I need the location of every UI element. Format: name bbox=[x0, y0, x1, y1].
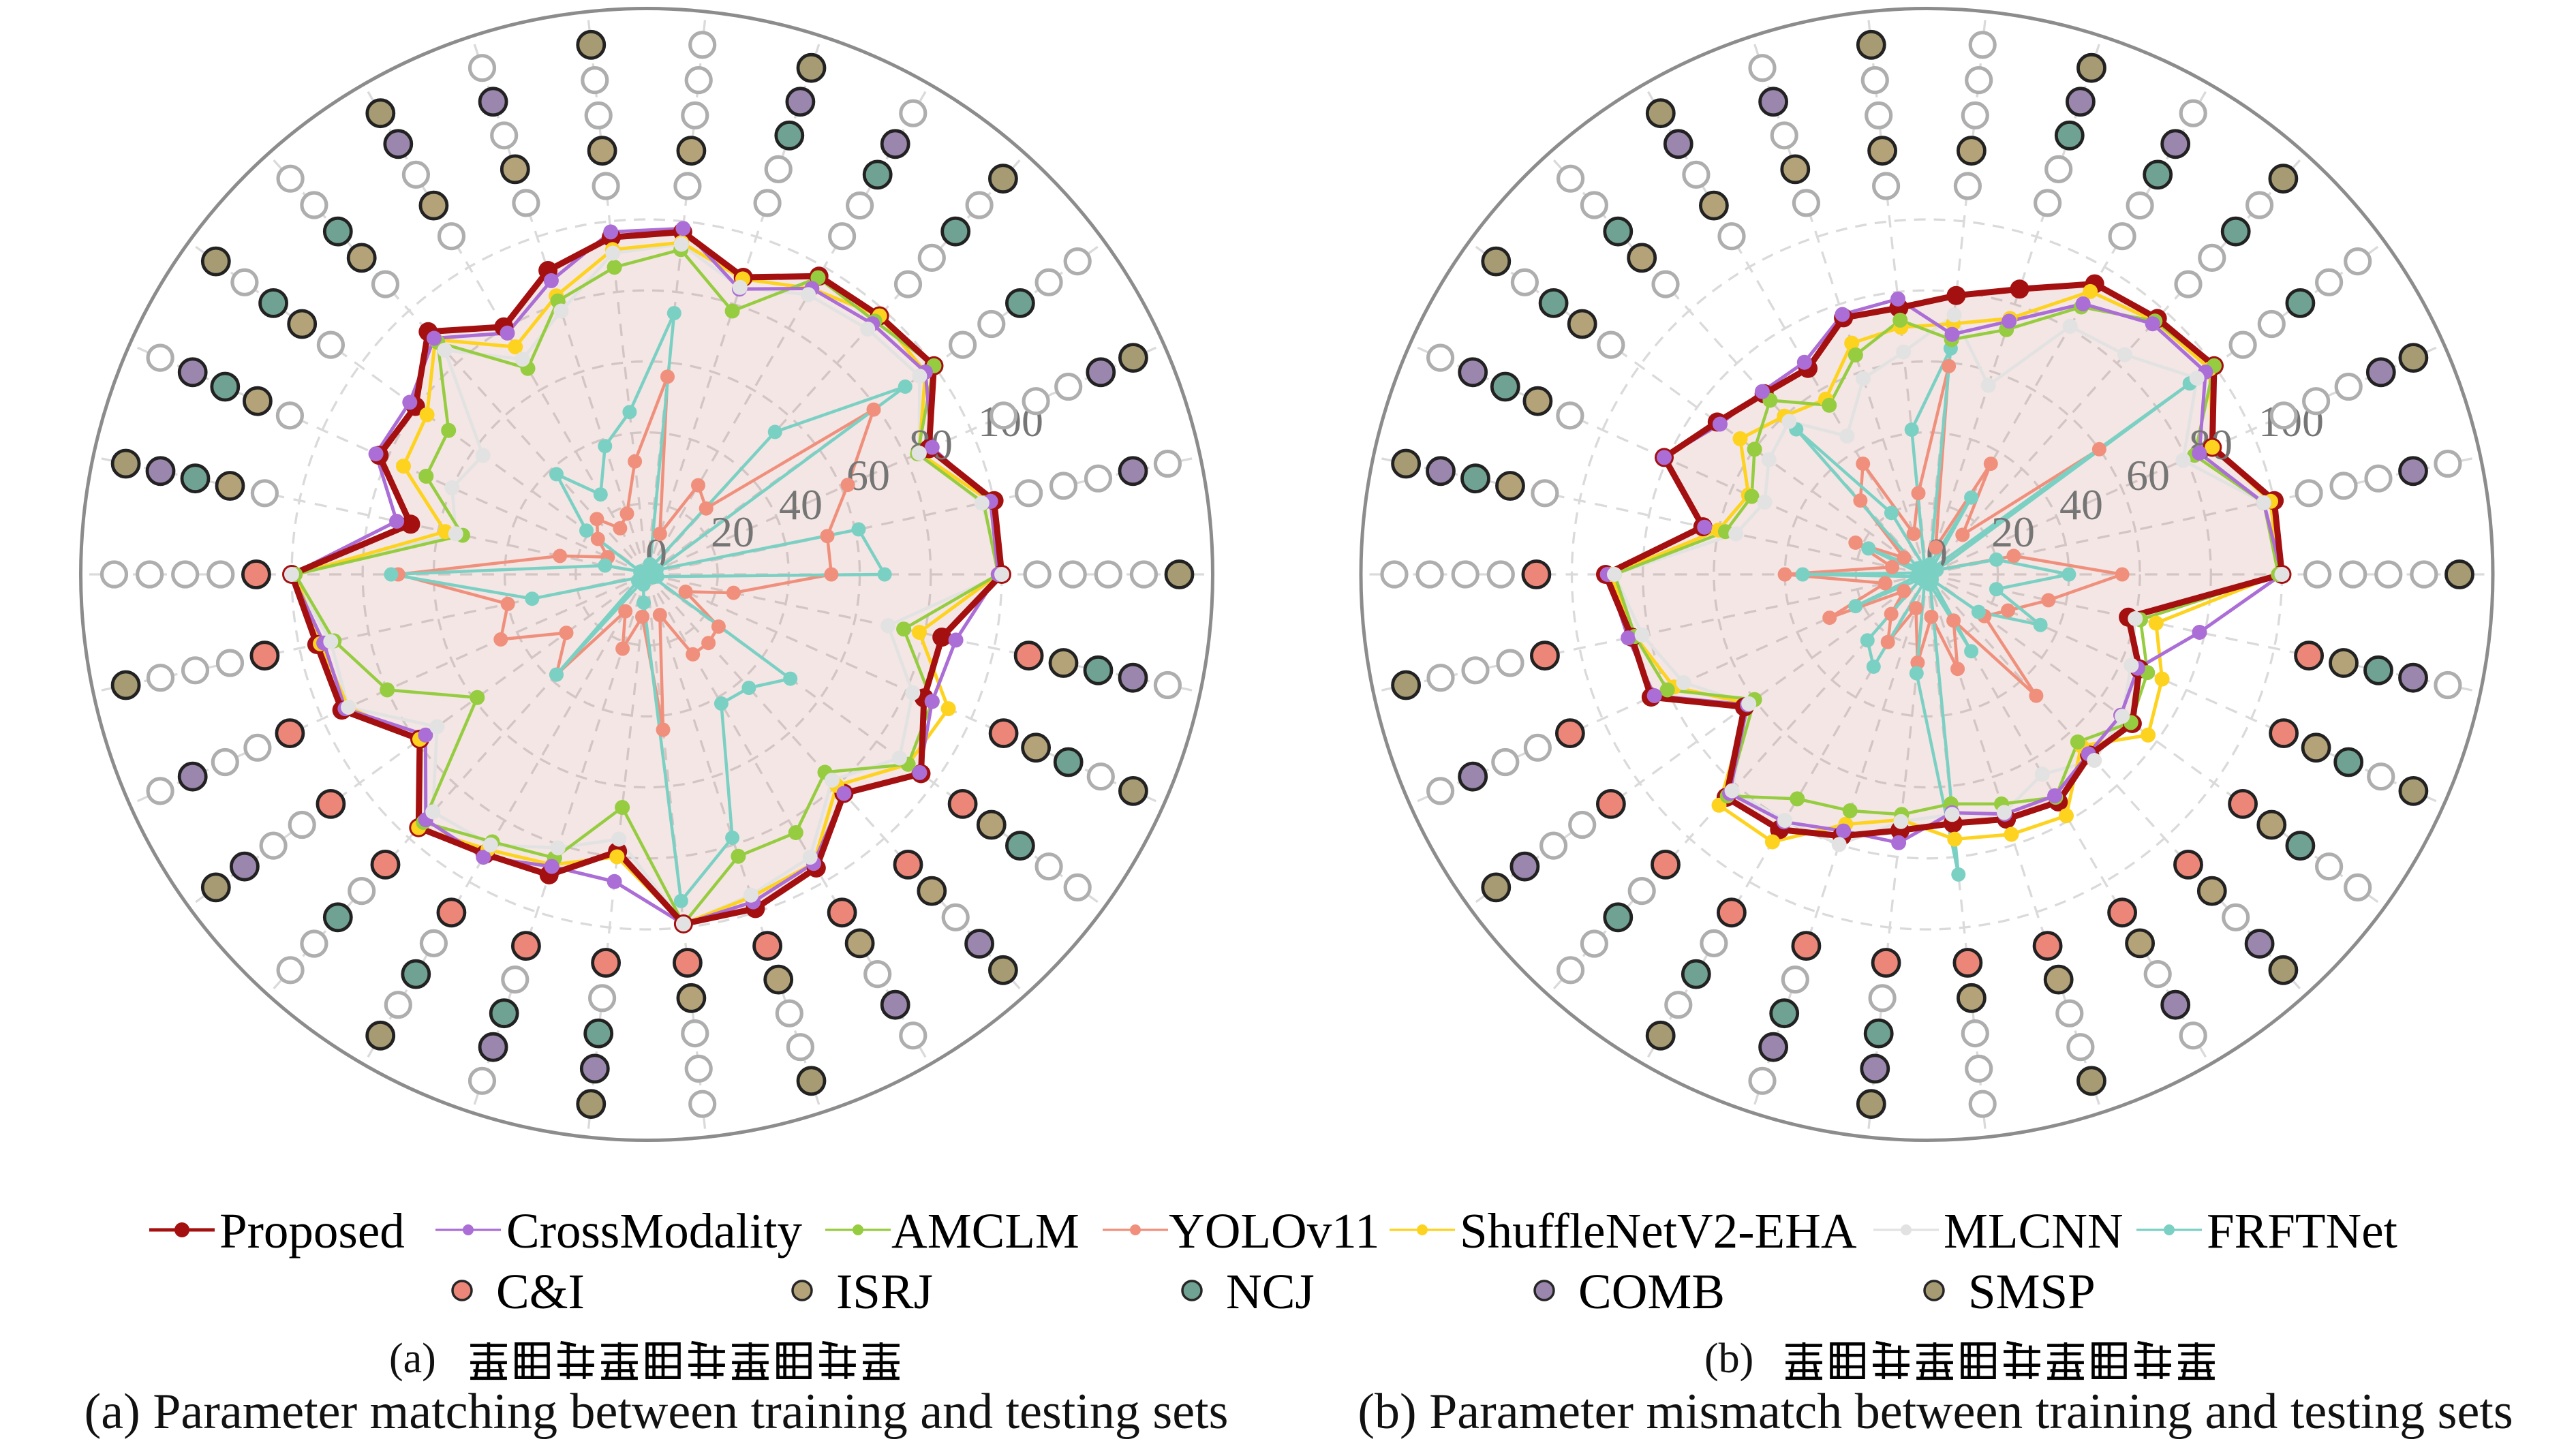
svg-text:(b): (b) bbox=[1704, 1335, 1753, 1382]
svg-text:FRFTNet: FRFTNet bbox=[2207, 1203, 2397, 1258]
svg-text:(a): (a) bbox=[389, 1335, 436, 1382]
svg-text:AMCLM: AMCLM bbox=[891, 1203, 1079, 1258]
svg-text:C&I: C&I bbox=[496, 1264, 585, 1319]
svg-text:SMSP: SMSP bbox=[1968, 1264, 2096, 1319]
svg-text:MLCNN: MLCNN bbox=[1944, 1203, 2123, 1258]
svg-text:ISRJ: ISRJ bbox=[836, 1264, 933, 1319]
svg-text:60: 60 bbox=[2126, 451, 2170, 499]
svg-text:NCJ: NCJ bbox=[1226, 1264, 1315, 1319]
svg-text:20: 20 bbox=[711, 508, 754, 556]
svg-text:(a) Parameter matching between: (a) Parameter matching between training … bbox=[85, 1384, 1229, 1440]
svg-text:Proposed: Proposed bbox=[219, 1203, 405, 1258]
svg-text:40: 40 bbox=[779, 480, 823, 529]
svg-text:ShuffleNetV2-EHA: ShuffleNetV2-EHA bbox=[1460, 1203, 1857, 1258]
svg-text:YOLOv11: YOLOv11 bbox=[1169, 1203, 1380, 1258]
svg-text:40: 40 bbox=[2059, 480, 2103, 529]
svg-text:60: 60 bbox=[846, 451, 890, 499]
svg-text:20: 20 bbox=[1991, 508, 2035, 556]
svg-text:COMB: COMB bbox=[1578, 1264, 1725, 1319]
svg-text:CrossModality: CrossModality bbox=[506, 1203, 802, 1258]
svg-text:(b) Parameter mismatch between: (b) Parameter mismatch between training … bbox=[1358, 1384, 2513, 1440]
